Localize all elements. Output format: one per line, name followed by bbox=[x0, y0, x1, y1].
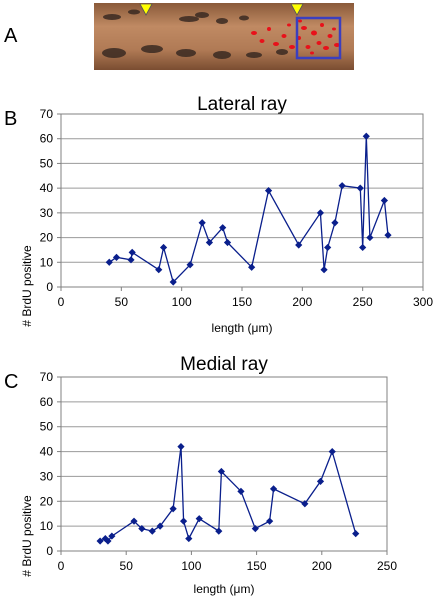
y-tick-label: 70 bbox=[40, 107, 54, 121]
data-point bbox=[198, 219, 206, 227]
region-box bbox=[295, 16, 342, 60]
y-tick-label: 70 bbox=[40, 370, 54, 384]
x-tick-label: 200 bbox=[292, 295, 312, 309]
data-point bbox=[338, 182, 346, 190]
data-point bbox=[301, 500, 309, 508]
y-tick-label: 0 bbox=[46, 544, 53, 558]
data-point bbox=[380, 196, 388, 205]
x-tick-label: 50 bbox=[115, 295, 129, 309]
series-line bbox=[108, 136, 389, 284]
pigment-spots bbox=[102, 9, 288, 59]
data-point bbox=[320, 266, 328, 274]
y-tick-label: 10 bbox=[40, 519, 54, 533]
panel-label-b: B bbox=[4, 108, 18, 130]
x-tick-label: 300 bbox=[413, 295, 433, 309]
data-point bbox=[105, 258, 113, 266]
data-point bbox=[316, 477, 325, 485]
y-axis-label: # BrdU positive bbox=[20, 495, 34, 577]
marker-icon-right bbox=[290, 3, 304, 16]
data-point bbox=[352, 530, 360, 538]
marker-icon-left bbox=[139, 3, 153, 16]
data-point bbox=[328, 447, 336, 456]
data-point bbox=[155, 266, 163, 274]
data-point bbox=[128, 248, 136, 256]
y-tick-label: 60 bbox=[40, 132, 54, 146]
lateral-ray-chart: Lateral ray # BrdU positive length (μm) … bbox=[20, 94, 433, 335]
x-tick-label: 100 bbox=[181, 559, 201, 573]
y-tick-label: 20 bbox=[40, 231, 54, 245]
data-point bbox=[324, 243, 332, 252]
data-point bbox=[205, 238, 214, 247]
chart-title: Medial ray bbox=[180, 354, 268, 375]
x-axis-label: length (μm) bbox=[212, 321, 273, 335]
data-point bbox=[112, 253, 121, 261]
x-axis-label: length (μm) bbox=[194, 582, 255, 596]
y-tick-label: 40 bbox=[40, 445, 54, 459]
x-tick-label: 150 bbox=[247, 559, 267, 573]
panel-label-c: C bbox=[4, 371, 19, 393]
y-tick-label: 50 bbox=[40, 420, 54, 434]
data-point bbox=[264, 187, 273, 195]
data-point bbox=[186, 261, 194, 269]
y-tick-label: 40 bbox=[40, 181, 54, 195]
x-tick-label: 0 bbox=[58, 295, 65, 309]
data-point bbox=[266, 517, 274, 525]
chart-title: Lateral ray bbox=[197, 94, 287, 115]
brdu-labeled-cells bbox=[251, 19, 340, 55]
x-tick-label: 150 bbox=[232, 295, 252, 309]
data-point bbox=[316, 209, 325, 217]
data-point bbox=[179, 517, 188, 525]
x-tick-label: 250 bbox=[377, 559, 397, 573]
data-point bbox=[215, 527, 223, 535]
data-point bbox=[219, 224, 227, 232]
plot-frame bbox=[60, 113, 424, 288]
data-point bbox=[359, 243, 367, 252]
data-point bbox=[248, 263, 256, 271]
data-point bbox=[96, 537, 104, 545]
data-point bbox=[362, 132, 370, 140]
data-point bbox=[331, 219, 339, 227]
data-point bbox=[269, 485, 278, 493]
x-tick-label: 250 bbox=[353, 295, 373, 309]
data-point bbox=[148, 527, 156, 535]
plot-frame bbox=[60, 376, 388, 552]
data-point bbox=[223, 238, 232, 247]
medial-ray-chart: Medial ray # BrdU positive length (μm) 0… bbox=[20, 354, 397, 596]
x-tick-label: 50 bbox=[120, 559, 134, 573]
data-point bbox=[169, 505, 177, 513]
data-point bbox=[195, 515, 203, 523]
data-point bbox=[159, 243, 168, 252]
x-tick-label: 200 bbox=[312, 559, 332, 573]
data-point bbox=[169, 278, 177, 286]
y-tick-label: 60 bbox=[40, 395, 54, 409]
y-tick-label: 30 bbox=[40, 206, 54, 220]
data-point bbox=[384, 231, 392, 239]
data-point bbox=[177, 443, 185, 451]
y-tick-label: 50 bbox=[40, 156, 54, 170]
data-point bbox=[295, 241, 303, 249]
x-tick-label: 100 bbox=[172, 295, 192, 309]
y-axis-label: # BrdU positive bbox=[20, 245, 34, 327]
y-tick-label: 10 bbox=[40, 255, 54, 269]
data-point bbox=[356, 184, 364, 192]
series-line bbox=[99, 446, 357, 543]
y-tick-label: 0 bbox=[46, 280, 53, 294]
y-tick-label: 30 bbox=[40, 469, 54, 483]
data-point bbox=[366, 233, 374, 242]
y-tick-label: 20 bbox=[40, 494, 54, 508]
x-tick-label: 0 bbox=[58, 559, 65, 573]
fin-ray-micrograph bbox=[94, 3, 354, 70]
panel-label-a: A bbox=[4, 25, 18, 47]
data-point bbox=[185, 534, 193, 543]
